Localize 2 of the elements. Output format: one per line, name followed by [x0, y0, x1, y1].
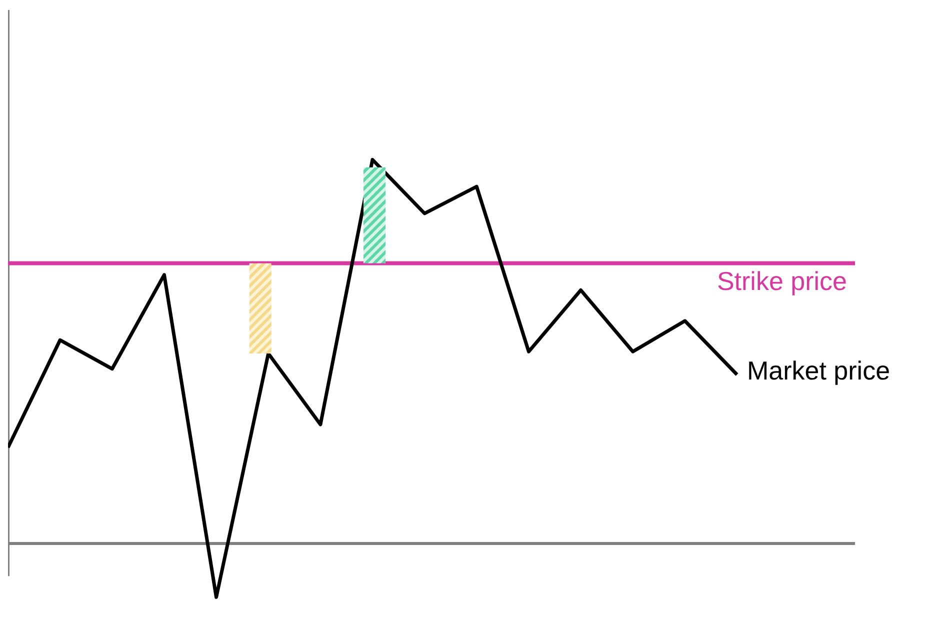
ref-line-label: Strike price [716, 266, 847, 296]
series-label: Market price [747, 356, 890, 386]
